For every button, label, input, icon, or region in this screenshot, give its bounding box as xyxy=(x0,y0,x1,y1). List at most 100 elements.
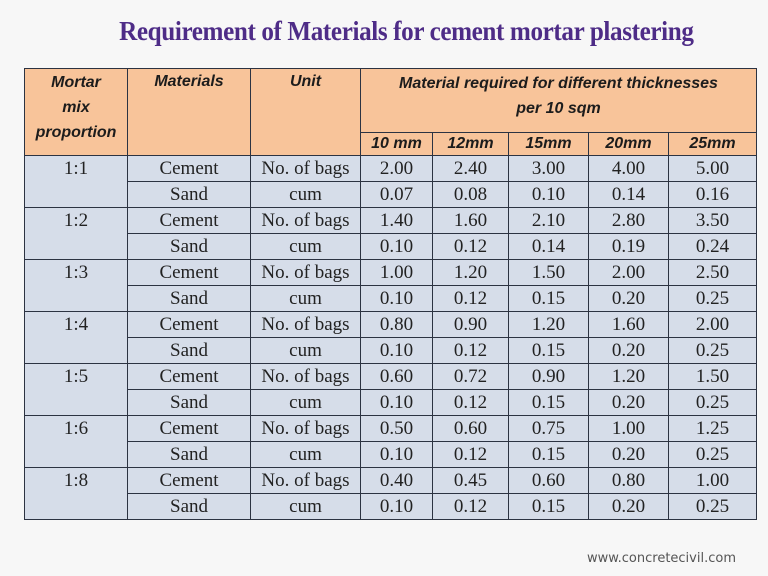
value-cell: 0.15 xyxy=(508,337,589,364)
unit-cell: cum xyxy=(250,389,361,416)
value-cell: 0.80 xyxy=(588,467,669,494)
value-cell: 0.16 xyxy=(668,181,757,208)
value-cell: 4.00 xyxy=(588,155,669,182)
table-row: Sand cum 0.10 0.12 0.15 0.20 0.25 xyxy=(25,493,757,520)
value-cell: 1.50 xyxy=(508,259,589,286)
value-cell: 0.15 xyxy=(508,441,589,468)
table-row: 1:2 Cement No. of bags 1.40 1.60 2.10 2.80 3.50 xyxy=(24,207,757,260)
material-cell: Cement xyxy=(127,207,251,234)
header-materials: Materials xyxy=(127,68,251,156)
value-cell: 3.50 xyxy=(668,207,757,234)
material-cell: Cement xyxy=(127,363,251,390)
material-cell: Cement xyxy=(127,415,251,442)
header-unit: Unit xyxy=(250,68,361,156)
material-cell: Cement xyxy=(127,259,251,286)
value-cell: 0.14 xyxy=(588,181,669,208)
value-cell: 0.10 xyxy=(360,493,433,520)
value-cell: 0.10 xyxy=(360,337,433,364)
table-row: Sand cum 0.10 0.12 0.15 0.20 0.25 xyxy=(25,389,757,416)
value-cell: 0.12 xyxy=(432,285,509,312)
header-thickness-25mm: 25mm xyxy=(668,132,757,156)
value-cell: 0.15 xyxy=(508,389,589,416)
value-cell: 1.20 xyxy=(432,259,509,286)
header-thickness-15mm: 15mm xyxy=(508,132,589,156)
value-cell: 0.12 xyxy=(432,233,509,260)
value-cell: 2.00 xyxy=(668,311,757,338)
mix-proportion-cell: 1:1 xyxy=(24,155,128,208)
value-cell: 0.25 xyxy=(668,493,757,520)
value-cell: 0.90 xyxy=(432,311,509,338)
material-cell: Cement xyxy=(127,311,251,338)
value-cell: 0.45 xyxy=(432,467,509,494)
value-cell: 0.80 xyxy=(360,311,433,338)
value-cell: 0.24 xyxy=(668,233,757,260)
value-cell: 0.15 xyxy=(508,285,589,312)
value-cell: 2.50 xyxy=(668,259,757,286)
value-cell: 0.07 xyxy=(360,181,433,208)
value-cell: 2.00 xyxy=(588,259,669,286)
material-cell: Sand xyxy=(127,233,251,260)
header-line: proportion xyxy=(35,124,117,141)
table-row: 1:1 Cement No. of bags 2.00 2.40 3.00 4.00 5.00 xyxy=(24,155,757,208)
value-cell: 1.20 xyxy=(508,311,589,338)
value-cell: 0.20 xyxy=(588,337,669,364)
website-footer: www.concretecivil.com xyxy=(586,551,736,566)
value-cell: 5.00 xyxy=(668,155,757,182)
header-line: mix xyxy=(62,99,90,116)
header-thickness-12mm: 12mm xyxy=(432,132,509,156)
value-cell: 0.72 xyxy=(432,363,509,390)
value-cell: 0.25 xyxy=(668,441,757,468)
value-cell: 0.12 xyxy=(432,337,509,364)
unit-cell: No. of bags xyxy=(250,207,361,234)
header-thickness-20mm: 20mm xyxy=(588,132,669,156)
unit-cell: No. of bags xyxy=(250,155,361,182)
materials-table: Mortar mix proportion Materials Unit Mat… xyxy=(24,68,757,520)
value-cell: 0.12 xyxy=(432,389,509,416)
unit-cell: cum xyxy=(250,493,361,520)
header-line: Material required for different thicknes… xyxy=(399,75,718,92)
table-row: 1:6 Cement No. of bags 0.50 0.60 0.75 1.00 1.25 xyxy=(24,415,757,468)
value-cell: 0.10 xyxy=(360,441,433,468)
table-row: Sand cum 0.07 0.08 0.10 0.14 0.16 xyxy=(25,181,757,208)
value-cell: 2.80 xyxy=(588,207,669,234)
value-cell: 0.60 xyxy=(508,467,589,494)
value-cell: 1.60 xyxy=(588,311,669,338)
value-cell: 0.10 xyxy=(508,181,589,208)
value-cell: 0.12 xyxy=(432,493,509,520)
header-line: Mortar xyxy=(51,74,101,91)
value-cell: 0.20 xyxy=(588,389,669,416)
material-cell: Cement xyxy=(127,155,251,182)
value-cell: 0.19 xyxy=(588,233,669,260)
unit-cell: No. of bags xyxy=(250,259,361,286)
value-cell: 0.12 xyxy=(432,441,509,468)
table-row: Sand cum 0.10 0.12 0.15 0.20 0.25 xyxy=(25,337,757,364)
material-cell: Sand xyxy=(127,181,251,208)
value-cell: 1.00 xyxy=(588,415,669,442)
page-title: Requirement of Materials for cement mort… xyxy=(119,16,694,46)
value-cell: 0.20 xyxy=(588,285,669,312)
unit-cell: cum xyxy=(250,233,361,260)
material-cell: Sand xyxy=(127,441,251,468)
table-row: 1:4 Cement No. of bags 0.80 0.90 1.20 1.60 2.00 xyxy=(24,311,757,364)
header-line: per 10 sqm xyxy=(516,100,601,117)
value-cell: 1.60 xyxy=(432,207,509,234)
unit-cell: No. of bags xyxy=(250,363,361,390)
unit-cell: No. of bags xyxy=(250,467,361,494)
value-cell: 1.40 xyxy=(360,207,433,234)
value-cell: 1.00 xyxy=(668,467,757,494)
unit-cell: cum xyxy=(250,441,361,468)
value-cell: 0.40 xyxy=(360,467,433,494)
material-cell: Sand xyxy=(127,493,251,520)
value-cell: 0.08 xyxy=(432,181,509,208)
mix-proportion-cell: 1:2 xyxy=(24,207,128,260)
value-cell: 0.25 xyxy=(668,389,757,416)
value-cell: 1.00 xyxy=(360,259,433,286)
mix-proportion-cell: 1:8 xyxy=(24,467,128,520)
material-cell: Sand xyxy=(127,389,251,416)
unit-cell: cum xyxy=(250,337,361,364)
material-cell: Sand xyxy=(127,285,251,312)
value-cell: 0.50 xyxy=(360,415,433,442)
table-row: Sand cum 0.10 0.12 0.14 0.19 0.24 xyxy=(25,233,757,260)
value-cell: 0.10 xyxy=(360,285,433,312)
value-cell: 0.60 xyxy=(432,415,509,442)
